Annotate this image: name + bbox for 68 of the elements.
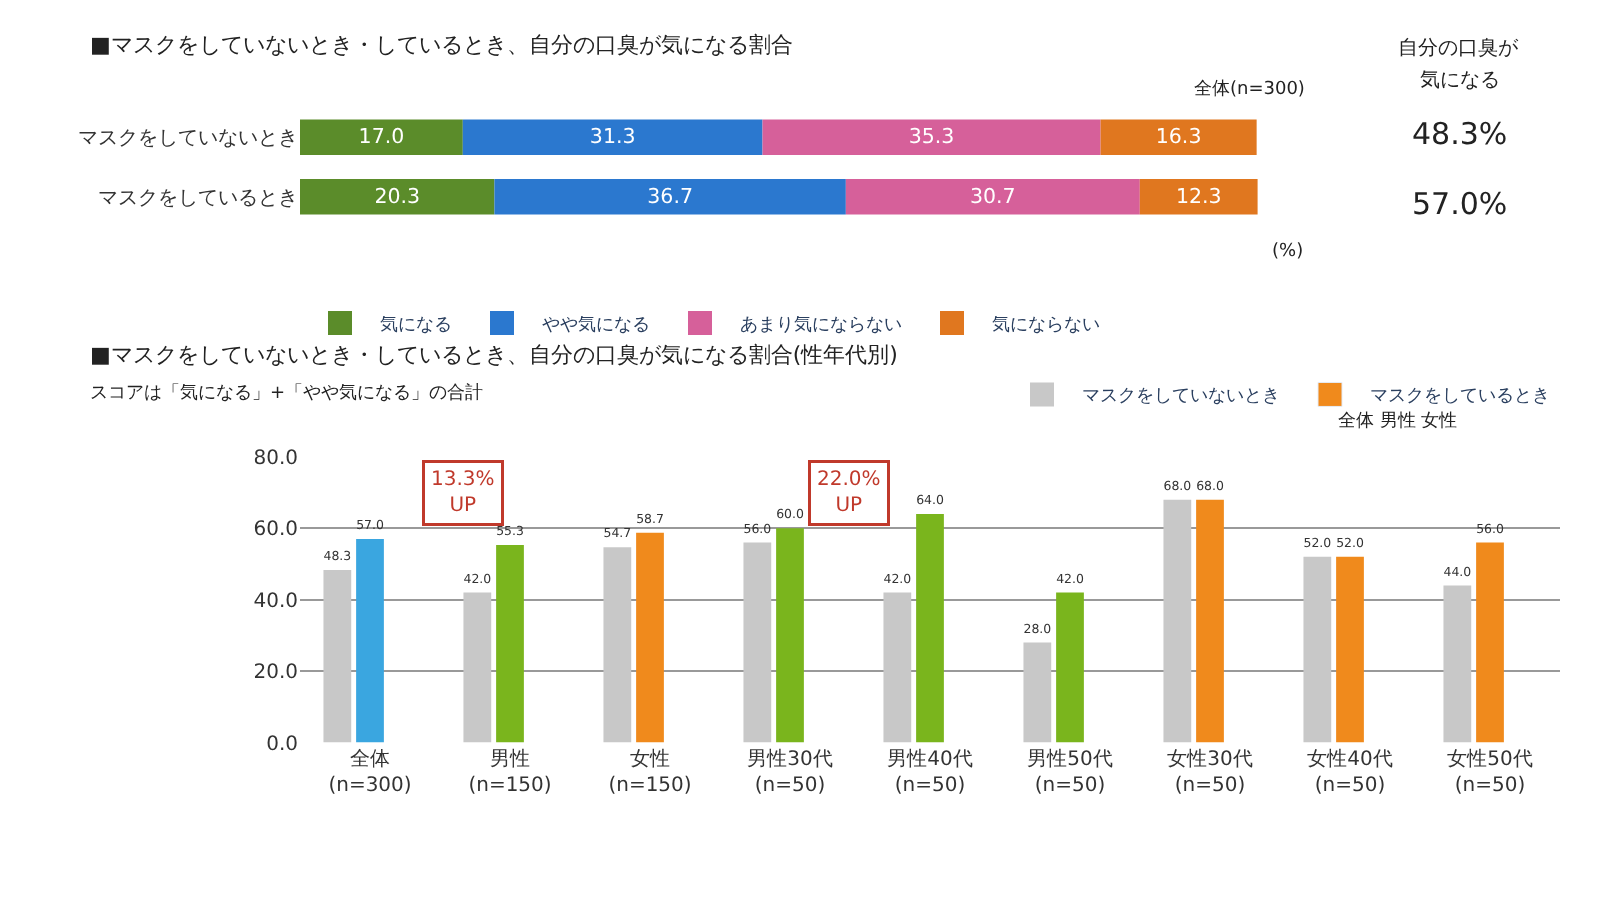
y-tick-label: マスクをしていないとき	[78, 128, 298, 151]
bar	[323, 570, 352, 743]
text: (%)	[1272, 242, 1304, 262]
bar	[776, 528, 804, 743]
bar	[1476, 542, 1504, 743]
bar	[845, 179, 1140, 215]
legend-label: マスクをしているとき	[1370, 387, 1550, 408]
legend-label: 気になる	[380, 314, 452, 337]
text: 57.0%	[1412, 186, 1508, 222]
x-tick-label: 男性40代(n=50)	[887, 746, 973, 797]
y-tick-label: 80.0	[253, 447, 298, 470]
data-label: 35.3	[908, 125, 955, 150]
bar	[1196, 499, 1224, 743]
data-label: 31.3	[589, 125, 636, 150]
bar	[1163, 499, 1192, 743]
bar	[743, 542, 772, 743]
data-label: 20.3	[374, 184, 421, 209]
bar	[1139, 179, 1258, 215]
legend-label: マスクをしていないとき	[1082, 387, 1280, 408]
text: 気になる	[1420, 70, 1500, 92]
bar	[494, 179, 846, 215]
y-tick-label: 20.0	[253, 662, 298, 685]
bar	[636, 532, 664, 743]
y-tick-label: 60.0	[253, 519, 298, 542]
chart-title: ■マスクをしていないとき・しているとき、自分の口臭が気になる割合	[90, 32, 793, 58]
bar	[463, 592, 492, 743]
x-tick-label: 男性30代(n=50)	[747, 746, 833, 797]
data-label: 16.3	[1155, 125, 1202, 150]
bar	[762, 119, 1101, 155]
bar	[1303, 556, 1332, 743]
bar	[1100, 119, 1257, 155]
legend-label: 気にならない	[992, 314, 1100, 337]
data-label: 12.3	[1175, 184, 1222, 209]
annotation: 22.0% UP	[817, 469, 881, 517]
x-tick-label: 女性50代(n=50)	[1447, 746, 1533, 797]
legend-label: あまり気にならない	[740, 314, 902, 337]
text: 全体(n=300)	[1194, 78, 1305, 100]
text: 全体 男性 女性	[1338, 410, 1458, 432]
text: 48.3%	[1412, 116, 1508, 152]
y-tick-label: マスクをしているとき	[98, 187, 298, 210]
text: スコアは「気になる」+「やや気になる」の合計	[90, 382, 484, 404]
bar	[1443, 585, 1472, 743]
bar	[462, 119, 763, 155]
bar	[883, 592, 912, 743]
bar	[1056, 592, 1084, 743]
bar	[1023, 642, 1052, 743]
x-tick-label: 全体(n=300)	[328, 746, 412, 797]
bar	[496, 545, 524, 743]
data-label: 17.0	[358, 125, 405, 150]
x-tick-label: 女性(n=150)	[608, 746, 692, 797]
bar	[300, 119, 463, 155]
y-tick-label: 0.0	[266, 733, 298, 756]
data-label: 36.7	[647, 184, 693, 209]
x-tick-label: 女性40代(n=50)	[1307, 746, 1393, 797]
bar	[356, 538, 384, 743]
bar	[1336, 556, 1364, 743]
annotation: 13.3% UP	[431, 469, 495, 517]
data-label: 30.7	[970, 184, 1016, 209]
text: 自分の口臭が	[1398, 36, 1520, 60]
chart-title: ■マスクをしていないとき・しているとき、自分の口臭が気になる割合(性年代別)	[90, 342, 898, 368]
bar	[603, 547, 632, 743]
bar	[300, 179, 495, 215]
legend-label: やや気になる	[542, 314, 650, 337]
x-tick-label: 男性50代(n=50)	[1027, 746, 1113, 797]
y-tick-label: 40.0	[253, 590, 298, 613]
x-tick-label: 女性30代(n=50)	[1167, 746, 1253, 797]
x-tick-label: 男性(n=150)	[468, 746, 552, 797]
bar	[916, 513, 944, 743]
